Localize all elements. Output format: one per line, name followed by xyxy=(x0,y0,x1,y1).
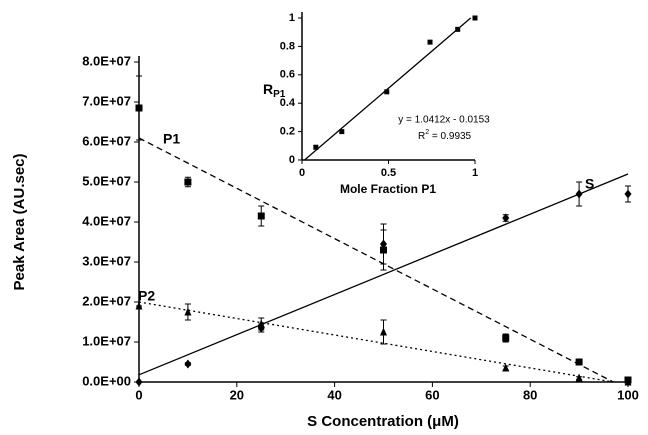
data-point xyxy=(575,358,583,366)
trend-line xyxy=(304,17,472,161)
y-tick-label: 0 xyxy=(289,154,295,166)
y-tick-label: 0.6 xyxy=(280,69,295,81)
x-tick-label: 60 xyxy=(425,387,439,402)
y-tick-label: 0.0E+00 xyxy=(82,373,131,388)
data-point xyxy=(184,359,192,369)
data-point xyxy=(339,129,345,135)
x-tick-label: 0.5 xyxy=(381,167,396,179)
x-tick-label: 20 xyxy=(230,387,244,402)
x-tick-label: 40 xyxy=(327,387,341,402)
y-tick-label: 3.0E+07 xyxy=(82,253,131,268)
plot: 0 0.2 0.4 0.6 0.8 1 0 0.5 1 xyxy=(280,12,478,179)
x-tick-label: 100 xyxy=(617,387,639,402)
data-point xyxy=(135,377,143,387)
y-tick-label: 5.0E+07 xyxy=(82,173,131,188)
data-point xyxy=(257,319,265,328)
x-tick-label: 0 xyxy=(299,167,305,179)
y-tick-label: 4.0E+07 xyxy=(82,213,131,228)
y-tick-label: 1 xyxy=(289,12,295,24)
trend-line xyxy=(138,137,614,383)
series-label: P2 xyxy=(138,288,155,304)
x-tick-label: 1 xyxy=(472,167,478,179)
data-point xyxy=(624,189,632,199)
data-point xyxy=(455,26,461,32)
plot: 0.0E+00 1.0E+07 2.0E+07 3.0E+07 4.0E+07 5.0E+… xyxy=(82,53,639,402)
x-axis-label: S Concentration (μM) xyxy=(307,413,459,430)
data-point xyxy=(502,213,510,223)
data-point xyxy=(575,373,583,382)
y-tick-label: 7.0E+07 xyxy=(82,93,131,108)
r2-base: R xyxy=(418,131,425,142)
y-tick-label: 0.2 xyxy=(280,126,295,138)
x-tick-label: 0 xyxy=(135,387,142,402)
y-tick-label: 8.0E+07 xyxy=(82,53,131,68)
x-tick-label: 80 xyxy=(523,387,537,402)
data-point xyxy=(313,144,319,150)
trend-line xyxy=(138,301,614,383)
x-axis-label: Mole Fraction P1 xyxy=(340,182,436,196)
r2-rest: = 0.9935 xyxy=(429,131,471,142)
equation: y = 1.0412x - 0.0153 xyxy=(398,115,490,126)
data-point xyxy=(184,307,192,316)
y-axis-label: RP1 xyxy=(263,81,286,100)
y-label-base: R xyxy=(263,81,273,97)
data-point xyxy=(427,39,433,45)
data-point xyxy=(502,334,510,342)
data-point xyxy=(624,377,632,386)
data-point xyxy=(135,104,143,112)
data-point xyxy=(257,212,265,220)
y-tick-label: 1.0E+07 xyxy=(82,333,131,348)
series-label: S xyxy=(585,176,594,192)
y-axis-label: Peak Area (AU.sec) xyxy=(11,153,28,290)
y-tick-label: 2.0E+07 xyxy=(82,293,131,308)
y-tick-label: 0.8 xyxy=(280,40,295,52)
y-tick-label: 6.0E+07 xyxy=(82,133,131,148)
data-point xyxy=(472,15,478,21)
r2-sup: 2 xyxy=(425,129,429,136)
series-label: P1 xyxy=(163,131,180,147)
data-point xyxy=(380,246,387,254)
y-label-subscript: P1 xyxy=(273,89,286,100)
trend-line xyxy=(138,173,629,376)
r-squared: R2 = 0.9935 xyxy=(418,129,472,142)
y-tick-label: 0.4 xyxy=(280,97,296,109)
data-point xyxy=(384,89,390,95)
data-point xyxy=(380,327,387,336)
data-point xyxy=(184,178,192,186)
data-point xyxy=(135,301,143,310)
data-point xyxy=(575,189,583,199)
data-point xyxy=(502,363,510,372)
